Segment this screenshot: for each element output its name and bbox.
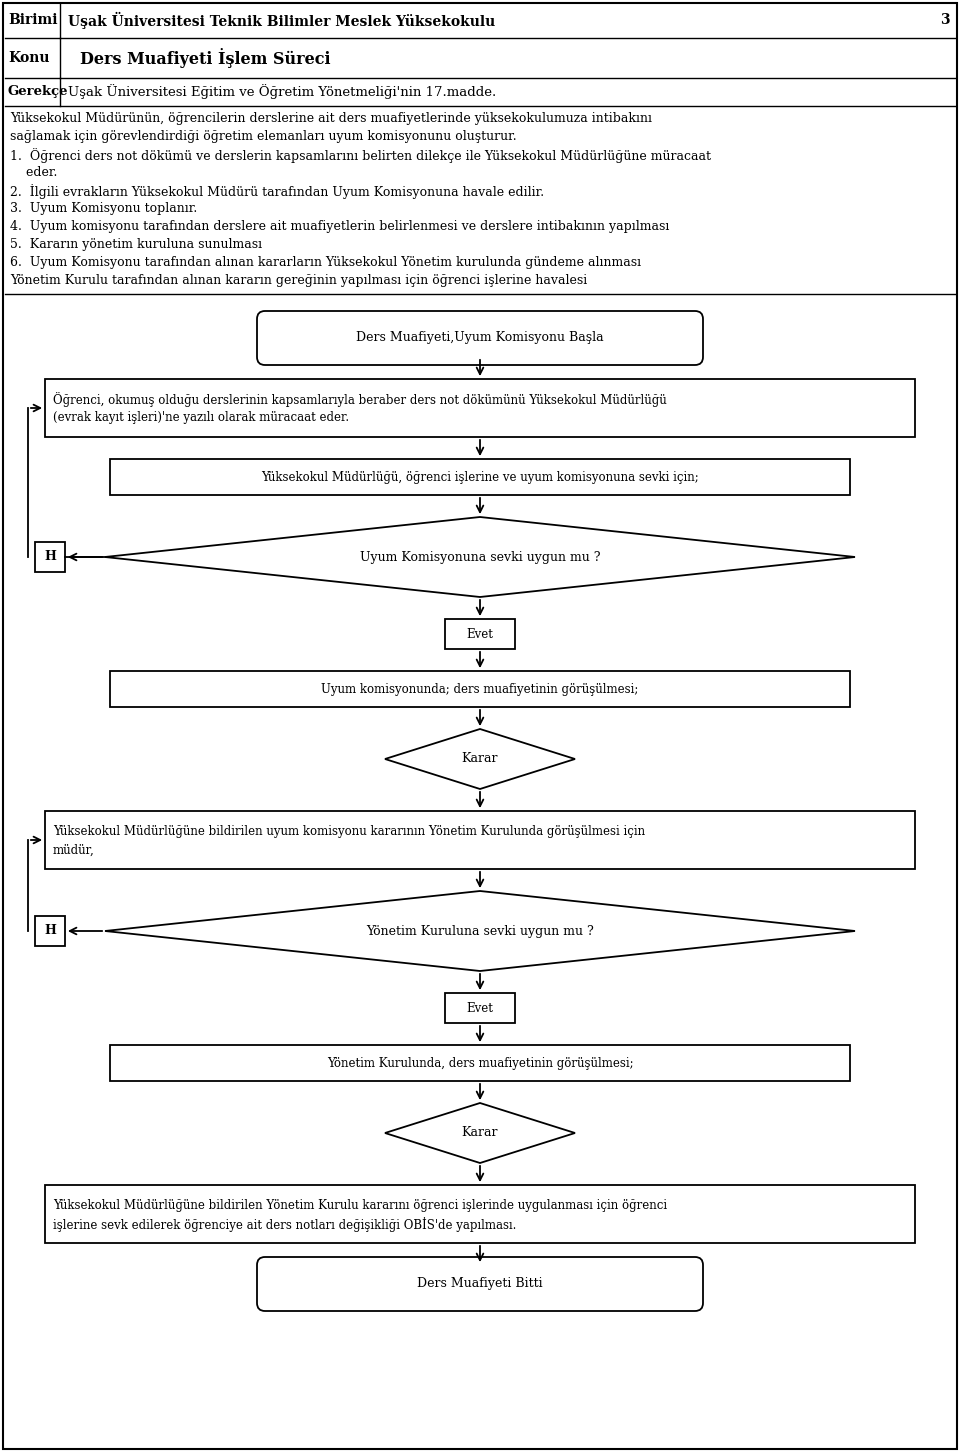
- Text: müdür,: müdür,: [53, 844, 95, 857]
- Text: sağlamak için görevlendirdiği öğretim elemanları uyum komisyonunu oluşturur.: sağlamak için görevlendirdiği öğretim el…: [10, 131, 516, 142]
- Bar: [110, 459, 850, 495]
- Polygon shape: [105, 517, 855, 597]
- Text: işlerine sevk edilerek öğrenciye ait ders notları değişikliği OBİS'de yapılması.: işlerine sevk edilerek öğrenciye ait der…: [53, 1217, 516, 1231]
- Text: 3: 3: [941, 13, 950, 28]
- Text: Karar: Karar: [462, 752, 498, 765]
- Polygon shape: [385, 729, 575, 788]
- Text: (evrak kayıt işleri)'ne yazılı olarak müracaat eder.: (evrak kayıt işleri)'ne yazılı olarak mü…: [53, 411, 349, 424]
- Polygon shape: [105, 892, 855, 971]
- Bar: [45, 1185, 915, 1243]
- Bar: [35, 542, 65, 572]
- Text: 4.  Uyum komisyonu tarafından derslere ait muafiyetlerin belirlenmesi ve dersler: 4. Uyum komisyonu tarafından derslere ai…: [10, 221, 669, 232]
- Text: Ders Muafiyeti,Uyum Komisyonu Başla: Ders Muafiyeti,Uyum Komisyonu Başla: [356, 331, 604, 344]
- Text: eder.: eder.: [10, 166, 58, 179]
- Bar: [45, 379, 915, 437]
- Bar: [445, 619, 515, 649]
- Polygon shape: [385, 1104, 575, 1163]
- Text: Yüksekokul Müdürlüğü, öğrenci işlerine ve uyum komisyonuna sevki için;: Yüksekokul Müdürlüğü, öğrenci işlerine v…: [261, 470, 699, 484]
- Text: Evet: Evet: [467, 1002, 493, 1015]
- Text: Öğrenci, okumuş olduğu derslerinin kapsamlarıyla beraber ders not dökümünü Yükse: Öğrenci, okumuş olduğu derslerinin kapsa…: [53, 392, 667, 408]
- Text: H: H: [44, 925, 56, 938]
- Bar: [45, 812, 915, 868]
- Text: 6.  Uyum Komisyonu tarafından alınan kararların Yüksekokul Yönetim kurulunda gün: 6. Uyum Komisyonu tarafından alınan kara…: [10, 256, 641, 269]
- FancyBboxPatch shape: [257, 311, 703, 364]
- Text: Yüksekokul Müdürlüğüne bildirilen uyum komisyonu kararının Yönetim Kurulunda gör: Yüksekokul Müdürlüğüne bildirilen uyum k…: [53, 826, 645, 838]
- Text: Uyum Komisyonuna sevki uygun mu ?: Uyum Komisyonuna sevki uygun mu ?: [360, 550, 600, 563]
- Text: Ders Muafiyeti İşlem Süreci: Ders Muafiyeti İşlem Süreci: [80, 48, 330, 68]
- Text: Uyum komisyonunda; ders muafiyetinin görüşülmesi;: Uyum komisyonunda; ders muafiyetinin gör…: [322, 682, 638, 696]
- Text: 2.  İlgili evrakların Yüksekokul Müdürü tarafından Uyum Komisyonuna havale edili: 2. İlgili evrakların Yüksekokul Müdürü t…: [10, 184, 544, 199]
- Text: Gerekçe: Gerekçe: [8, 86, 68, 99]
- Bar: [110, 1045, 850, 1080]
- Text: Uşak Üniversitesi Teknik Bilimler Meslek Yüksekokulu: Uşak Üniversitesi Teknik Bilimler Meslek…: [68, 12, 495, 29]
- Text: Yüksekokul Müdürlüğüne bildirilen Yönetim Kurulu kararını öğrenci işlerinde uygu: Yüksekokul Müdürlüğüne bildirilen Yöneti…: [53, 1199, 667, 1212]
- Text: Yönetim Kuruluna sevki uygun mu ?: Yönetim Kuruluna sevki uygun mu ?: [366, 925, 594, 938]
- FancyBboxPatch shape: [257, 1257, 703, 1311]
- Bar: [35, 916, 65, 947]
- Text: 3.  Uyum Komisyonu toplanır.: 3. Uyum Komisyonu toplanır.: [10, 202, 197, 215]
- Text: Birimi: Birimi: [8, 13, 58, 28]
- Bar: [445, 993, 515, 1024]
- Text: Evet: Evet: [467, 627, 493, 640]
- Text: Yüksekokul Müdürünün, öğrencilerin derslerine ait ders muafiyetlerinde yüksekoku: Yüksekokul Müdürünün, öğrencilerin dersl…: [10, 112, 652, 125]
- Text: 5.  Kararın yönetim kuruluna sunulması: 5. Kararın yönetim kuruluna sunulması: [10, 238, 262, 251]
- Text: Uşak Üniversitesi Eğitim ve Öğretim Yönetmeliği'nin 17.madde.: Uşak Üniversitesi Eğitim ve Öğretim Yöne…: [68, 84, 496, 100]
- Text: Yönetim Kurulunda, ders muafiyetinin görüşülmesi;: Yönetim Kurulunda, ders muafiyetinin gör…: [326, 1057, 634, 1070]
- Text: 1.  Öğrenci ders not dökümü ve derslerin kapsamlarını belirten dilekçe ile Yükse: 1. Öğrenci ders not dökümü ve derslerin …: [10, 148, 711, 163]
- Text: Ders Muafiyeti Bitti: Ders Muafiyeti Bitti: [418, 1278, 542, 1291]
- Text: Yönetim Kurulu tarafından alınan kararın gereğinin yapılması için öğrenci işleri: Yönetim Kurulu tarafından alınan kararın…: [10, 274, 588, 287]
- Text: H: H: [44, 550, 56, 563]
- Bar: [110, 671, 850, 707]
- Text: Karar: Karar: [462, 1127, 498, 1140]
- Text: Konu: Konu: [8, 51, 50, 65]
